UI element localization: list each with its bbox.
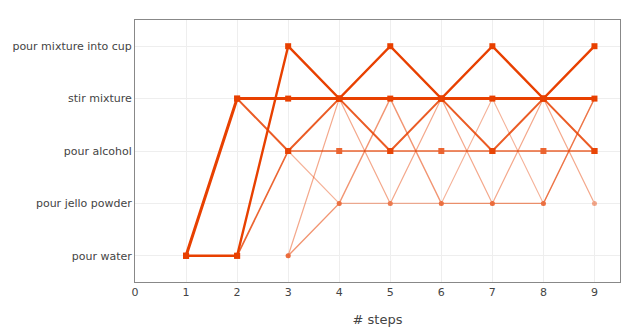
svg-text:7: 7 bbox=[489, 286, 496, 299]
svg-text:pour alcohol: pour alcohol bbox=[64, 145, 132, 158]
svg-text:4: 4 bbox=[336, 286, 343, 299]
svg-text:0: 0 bbox=[132, 286, 139, 299]
svg-text:3: 3 bbox=[285, 286, 292, 299]
svg-text:9: 9 bbox=[591, 286, 598, 299]
svg-text:6: 6 bbox=[438, 286, 445, 299]
svg-text:pour mixture into cup: pour mixture into cup bbox=[12, 40, 131, 53]
svg-text:pour water: pour water bbox=[72, 250, 133, 263]
svg-text:stir mixture: stir mixture bbox=[68, 92, 132, 105]
svg-text:5: 5 bbox=[387, 286, 394, 299]
svg-text:# steps: # steps bbox=[353, 312, 403, 327]
svg-text:1: 1 bbox=[183, 286, 190, 299]
svg-text:2: 2 bbox=[234, 286, 241, 299]
svg-text:pour jello powder: pour jello powder bbox=[36, 197, 132, 210]
svg-text:8: 8 bbox=[540, 286, 547, 299]
